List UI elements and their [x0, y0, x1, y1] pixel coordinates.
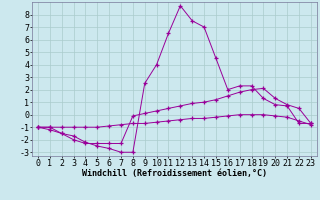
X-axis label: Windchill (Refroidissement éolien,°C): Windchill (Refroidissement éolien,°C): [82, 169, 267, 178]
